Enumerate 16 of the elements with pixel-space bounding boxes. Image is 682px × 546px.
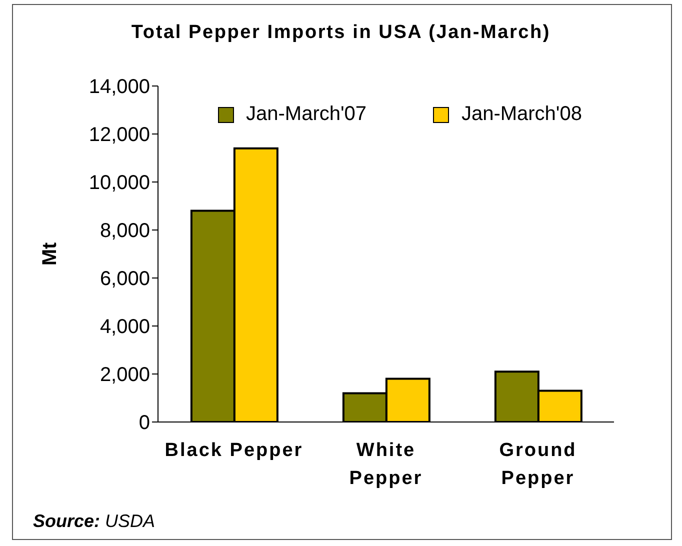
legend-label: Jan-March'07 [246,103,367,126]
y-tick-label: 10,000 [88,172,150,194]
x-tick-label: Black Pepper [164,440,304,461]
y-tick-label: 4,000 [100,316,150,338]
y-tick-label: 6,000 [100,268,150,290]
legend-label: Jan-March'08 [461,103,582,126]
y-tick-label: 12,000 [88,124,150,146]
y-tick-label: 8,000 [100,220,150,242]
chart-title: Total Pepper Imports in USA (Jan-March) [130,22,552,44]
source-note: Source: USDA [33,511,156,532]
x-tick-label: Ground Pepper [499,440,577,489]
y-tick-label: 14,000 [88,76,150,98]
y-tick-label: 0 [138,412,150,434]
y-tick-label: 2,000 [100,364,150,386]
x-tick-label: White Pepper [349,440,423,489]
y-axis-title: Mt [39,242,61,266]
